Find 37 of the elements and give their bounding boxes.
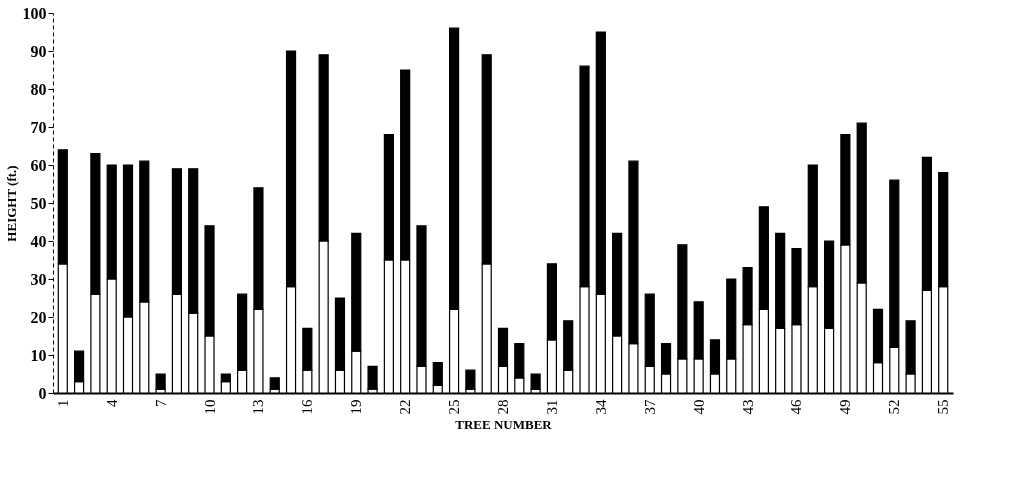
x-tick-label: 37 (641, 399, 658, 415)
x-tick-label: 31 (543, 399, 560, 415)
bar (155, 373, 166, 390)
y-tick-label: 50 (30, 194, 47, 212)
y-tick-label: 90 (30, 42, 47, 60)
x-tick-label: 16 (299, 399, 316, 415)
x-tick-label: 28 (495, 399, 511, 415)
x-tick-label: 10 (201, 399, 218, 415)
y-tick-label: 60 (30, 156, 47, 174)
bar (530, 373, 541, 390)
y-tick-label: 20 (30, 308, 47, 326)
y-tick-label: 80 (30, 80, 47, 98)
y-tick-label: 0 (38, 384, 47, 402)
x-tick-label: 40 (690, 399, 707, 415)
bar (269, 377, 280, 390)
y-tick-label: 40 (30, 232, 47, 250)
bar (367, 365, 378, 390)
x-axis-title: TREE NUMBER (455, 416, 553, 432)
y-axis-title: HEIGHT (ft.) (3, 165, 19, 242)
x-tick-label: 22 (397, 399, 414, 415)
x-tick-label: 4 (103, 399, 120, 407)
y-tick-label: 10 (30, 346, 47, 364)
x-tick-label: 19 (348, 399, 365, 415)
x-tick-label: 52 (886, 399, 903, 415)
x-tick-label: 25 (446, 399, 463, 415)
x-tick-label: 46 (788, 399, 805, 415)
y-tick-label: 100 (22, 4, 47, 22)
x-tick-label: 7 (152, 399, 169, 407)
y-tick-label: 30 (30, 270, 47, 288)
x-tick-label: 55 (935, 399, 952, 415)
bar (465, 369, 476, 390)
x-tick-label: 49 (837, 399, 854, 415)
y-tick-label: 70 (30, 118, 47, 136)
x-tick-label: 34 (592, 399, 609, 415)
x-tick-label: 1 (54, 399, 71, 407)
x-tick-label: 13 (250, 399, 267, 415)
x-tick-label: 43 (739, 399, 756, 415)
